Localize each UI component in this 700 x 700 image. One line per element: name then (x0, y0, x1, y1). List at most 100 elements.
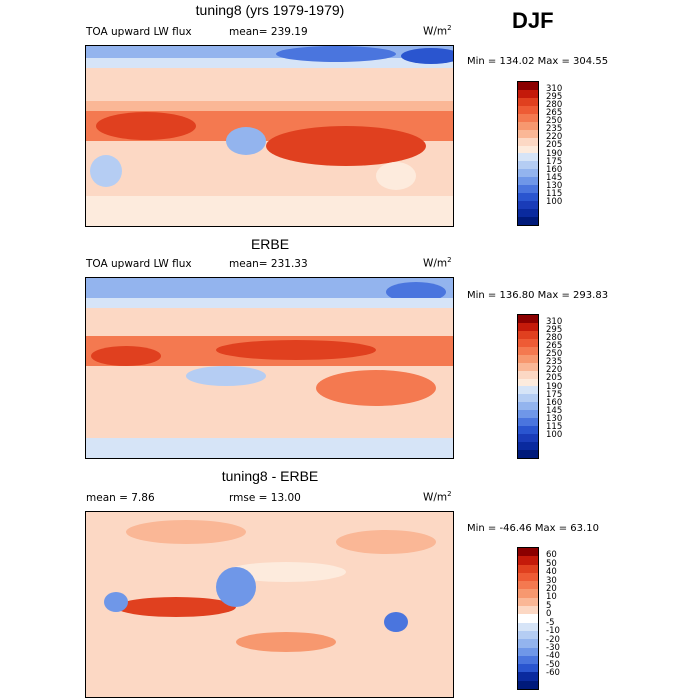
colorbar-tick-label: 310 (546, 84, 563, 95)
panel2-field-svg (86, 278, 453, 458)
colorbar-tick-label: 235 (546, 124, 563, 135)
colorbar-swatch (518, 370, 538, 379)
colorbar-tick-label: 5 (546, 600, 552, 611)
colorbar-tick-label: 280 (546, 100, 563, 111)
colorbar-swatch (518, 177, 538, 186)
colorbar-swatch (518, 201, 538, 209)
colorbar-swatch (518, 354, 538, 363)
colorbar-swatch (518, 418, 538, 427)
colorbar-swatch (518, 113, 538, 122)
colorbar-swatch (518, 622, 538, 631)
panel1-field-svg (86, 46, 453, 226)
panel2-colorbar (517, 314, 539, 459)
colorbar-tick-label: -50 (546, 659, 560, 670)
panel1-field-label: TOA upward LW flux (86, 26, 192, 38)
panel3-mean: mean = 7.86 (86, 492, 155, 504)
colorbar-tick-label: 220 (546, 132, 563, 143)
colorbar-swatch (518, 614, 538, 623)
colorbar-swatch (518, 655, 538, 665)
colorbar-tick-label: 130 (546, 413, 563, 424)
colorbar-tick-label: 100 (546, 196, 563, 207)
colorbar-tick-label: 250 (546, 116, 563, 127)
colorbar-swatch (518, 394, 538, 403)
panel3-map (85, 511, 454, 698)
colorbar-swatch (518, 589, 538, 598)
colorbar-tick-label: -5 (546, 617, 555, 628)
colorbar-tick-label: 50 (546, 558, 557, 569)
colorbar-swatch (518, 426, 538, 435)
colorbar-swatch (518, 442, 538, 450)
colorbar-tick-label: 60 (546, 550, 557, 561)
colorbar-tick-label: 175 (546, 156, 563, 167)
colorbar-tick-label: 190 (546, 148, 563, 159)
colorbar-swatch (518, 597, 538, 607)
panel3-colorbar (517, 547, 539, 690)
colorbar-swatch (518, 639, 538, 648)
colorbar-tick-label: -10 (546, 626, 560, 637)
panel3-rmse: rmse = 13.00 (229, 492, 301, 504)
colorbar-tick-label: 160 (546, 397, 563, 408)
colorbar-swatch (518, 169, 538, 178)
panel1-title: tuning8 (yrs 1979-1979) (195, 2, 345, 18)
colorbar-tick-label: 220 (546, 365, 563, 376)
colorbar-tick-label: 160 (546, 164, 563, 175)
panel2-title: ERBE (250, 236, 290, 252)
colorbar-tick-label: -60 (546, 668, 560, 679)
colorbar-swatch (518, 449, 538, 458)
panel2-minmax: Min = 136.80 Max = 293.83 (467, 290, 609, 301)
colorbar-tick-label: 115 (546, 188, 563, 199)
panel2-mean: mean= 231.33 (229, 258, 308, 270)
panel2-map (85, 277, 454, 459)
season-label: DJF (512, 8, 554, 33)
panel3-title: tuning8 - ERBE (221, 468, 319, 484)
panel3-field-svg (86, 512, 453, 697)
panel2-units: W/m2 (423, 256, 452, 270)
panel3-minmax: Min = -46.46 Max = 63.10 (467, 523, 599, 534)
colorbar-swatch (518, 129, 538, 138)
colorbar-swatch (518, 556, 538, 565)
colorbar-swatch (518, 581, 538, 590)
colorbar-swatch (518, 664, 538, 673)
colorbar-tick-label: 205 (546, 373, 563, 384)
colorbar-swatch (518, 145, 538, 154)
colorbar-swatch (518, 606, 538, 615)
colorbar-tick-label: 295 (546, 92, 563, 103)
colorbar-tick-label: -20 (546, 634, 560, 645)
colorbar-swatch (518, 672, 538, 681)
colorbar-swatch (518, 82, 538, 90)
colorbar-tick-label: 265 (546, 341, 563, 352)
colorbar-tick-label: -40 (546, 651, 560, 662)
colorbar-tick-label: 0 (546, 609, 552, 620)
colorbar-swatch (518, 315, 538, 323)
colorbar-swatch (518, 161, 538, 170)
colorbar-swatch (518, 105, 538, 114)
colorbar-tick-label: 145 (546, 172, 563, 183)
colorbar-tick-label: 10 (546, 592, 557, 603)
colorbar-swatch (518, 402, 538, 411)
colorbar-swatch (518, 185, 538, 194)
panel2-field-label: TOA upward LW flux (86, 258, 192, 270)
colorbar-tick-label: 145 (546, 405, 563, 416)
colorbar-tick-label: 130 (546, 180, 563, 191)
colorbar-tick-label: 295 (546, 325, 563, 336)
colorbar-tick-label: 115 (546, 421, 563, 432)
colorbar-swatch (518, 330, 538, 339)
colorbar-swatch (518, 153, 538, 162)
colorbar-tick-label: -30 (546, 642, 560, 653)
panel1-mean: mean= 239.19 (229, 26, 308, 38)
panel3-units: W/m2 (423, 490, 452, 504)
colorbar-swatch (518, 410, 538, 419)
colorbar-tick-label: 280 (546, 333, 563, 344)
colorbar-swatch (518, 137, 538, 146)
colorbar-swatch (518, 630, 538, 640)
colorbar-tick-label: 205 (546, 140, 563, 151)
panel1-minmax: Min = 134.02 Max = 304.55 (467, 56, 609, 67)
colorbar-swatch (518, 216, 538, 225)
colorbar-tick-label: 265 (546, 108, 563, 119)
colorbar-swatch (518, 89, 538, 98)
colorbar-swatch (518, 209, 538, 217)
colorbar-swatch (518, 564, 538, 573)
colorbar-tick-label: 175 (546, 389, 563, 400)
colorbar-swatch (518, 362, 538, 371)
colorbar-swatch (518, 97, 538, 106)
